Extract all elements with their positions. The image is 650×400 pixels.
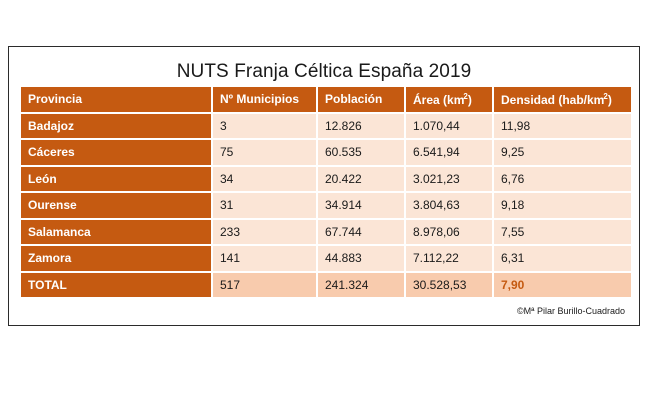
header-poblacion: Población xyxy=(316,85,406,114)
cell-densidad: 6,76 xyxy=(492,164,633,193)
table-row: Zamora 141 44.883 7.112,22 6,31 xyxy=(19,244,633,273)
table-row: León 34 20.422 3.021,23 6,76 xyxy=(19,164,633,193)
table-title: NUTS Franja Céltica España 2019 xyxy=(176,61,472,82)
cell-provincia: Ourense xyxy=(19,191,213,220)
header-municipios: Nº Municipios xyxy=(211,85,318,114)
cell-densidad: 6,31 xyxy=(492,244,633,273)
table-header-row: Provincia Nº Municipios Población Área (… xyxy=(19,85,633,114)
table-row: Salamanca 233 67.744 8.978,06 7,55 xyxy=(19,217,633,246)
header-provincia: Provincia xyxy=(19,85,213,114)
cell-provincia: León xyxy=(19,164,213,193)
cell-densidad: 11,98 xyxy=(492,111,633,140)
cell-total-poblacion: 241.324 xyxy=(316,270,406,299)
header-densidad: Densidad (hab/km2) xyxy=(492,85,633,114)
cell-densidad: 9,18 xyxy=(492,191,633,220)
cell-municipios: 75 xyxy=(211,138,318,167)
cell-poblacion: 67.744 xyxy=(316,217,406,246)
cell-municipios: 34 xyxy=(211,164,318,193)
cell-poblacion: 60.535 xyxy=(316,138,406,167)
cell-municipios: 233 xyxy=(211,217,318,246)
cell-provincia: Cáceres xyxy=(19,138,213,167)
cell-area: 3.804,63 xyxy=(404,191,494,220)
cell-provincia: Badajoz xyxy=(19,111,213,140)
cell-poblacion: 44.883 xyxy=(316,244,406,273)
cell-densidad: 7,55 xyxy=(492,217,633,246)
copyright-credit: ©Mª Pilar Burillo-Cuadrado xyxy=(517,306,625,316)
cell-municipios: 141 xyxy=(211,244,318,273)
table-frame: NUTS Franja Céltica España 2019 Provinci… xyxy=(8,46,640,326)
cell-area: 8.978,06 xyxy=(404,217,494,246)
nuts-table: Provincia Nº Municipios Población Área (… xyxy=(19,85,633,299)
cell-municipios: 31 xyxy=(211,191,318,220)
cell-area: 1.070,44 xyxy=(404,111,494,140)
cell-densidad: 9,25 xyxy=(492,138,633,167)
cell-municipios: 3 xyxy=(211,111,318,140)
cell-total-label: TOTAL xyxy=(19,270,213,299)
table-row: Badajoz 3 12.826 1.070,44 11,98 xyxy=(19,111,633,140)
cell-poblacion: 20.422 xyxy=(316,164,406,193)
cell-poblacion: 34.914 xyxy=(316,191,406,220)
cell-area: 7.112,22 xyxy=(404,244,494,273)
table-row: Ourense 31 34.914 3.804,63 9,18 xyxy=(19,191,633,220)
cell-total-densidad: 7,90 xyxy=(492,270,633,299)
cell-total-municipios: 517 xyxy=(211,270,318,299)
table-row: Cáceres 75 60.535 6.541,94 9,25 xyxy=(19,138,633,167)
cell-total-area: 30.528,53 xyxy=(404,270,494,299)
cell-provincia: Zamora xyxy=(19,244,213,273)
cell-poblacion: 12.826 xyxy=(316,111,406,140)
cell-area: 3.021,23 xyxy=(404,164,494,193)
cell-provincia: Salamanca xyxy=(19,217,213,246)
cell-area: 6.541,94 xyxy=(404,138,494,167)
total-row: TOTAL 517 241.324 30.528,53 7,90 xyxy=(19,270,633,299)
header-area: Área (km2) xyxy=(404,85,494,114)
